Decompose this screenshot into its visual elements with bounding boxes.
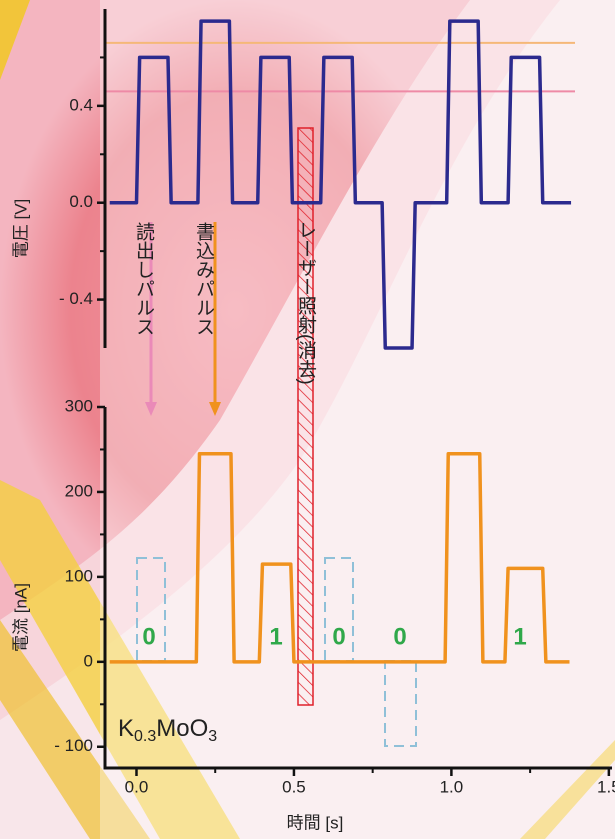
y-tick-label: 0.4 [69, 95, 93, 114]
sample-label: K0.3MoO3 [118, 715, 217, 745]
annotation: レーザー照射(消去) [295, 220, 317, 385]
x-tick-label: 0.5 [282, 777, 306, 796]
chart: 0.4 0.0 - 0.4 電圧 [V] 読出しパルス 書込みパルス レーザー照射(消去) 3… [0, 0, 615, 839]
sample-label-part: 0.3 [134, 728, 156, 745]
bit-label: 1 [513, 623, 526, 650]
x-tick-label: 0.0 [125, 777, 149, 796]
y-tick-label: 200 [65, 481, 93, 500]
y-tick-label: 300 [65, 396, 93, 415]
bit-label: 0 [332, 623, 345, 650]
sample-label-part: 3 [208, 728, 217, 745]
bit-label: 0 [393, 623, 406, 650]
bit-label: 0 [142, 623, 155, 650]
sample-label-part: K [118, 715, 134, 742]
sample-label-part: MoO [156, 715, 208, 742]
y-tick-label: 100 [65, 566, 93, 585]
annotation: 読出しパルス [133, 222, 155, 336]
y-tick-label: - 0.4 [59, 289, 93, 308]
bit-label: 1 [269, 623, 282, 650]
x-tick-label: 1.5 [597, 777, 615, 796]
page: {"chart_data": [ {"type": "line", "ylabe… [0, 0, 615, 839]
y-axis-label: 電流 [nA] [11, 583, 30, 652]
y-tick-label: 0.0 [69, 192, 93, 211]
x-tick-label: 1.0 [440, 777, 464, 796]
x-axis-label: 時間 [s] [287, 813, 344, 832]
laser-marker [298, 128, 313, 705]
y-tick-label: - 100 [54, 736, 93, 755]
y-tick-label: 0 [84, 651, 93, 670]
y-axis-label: 電圧 [V] [11, 199, 30, 259]
annotation: 書込みパルス [193, 222, 215, 336]
